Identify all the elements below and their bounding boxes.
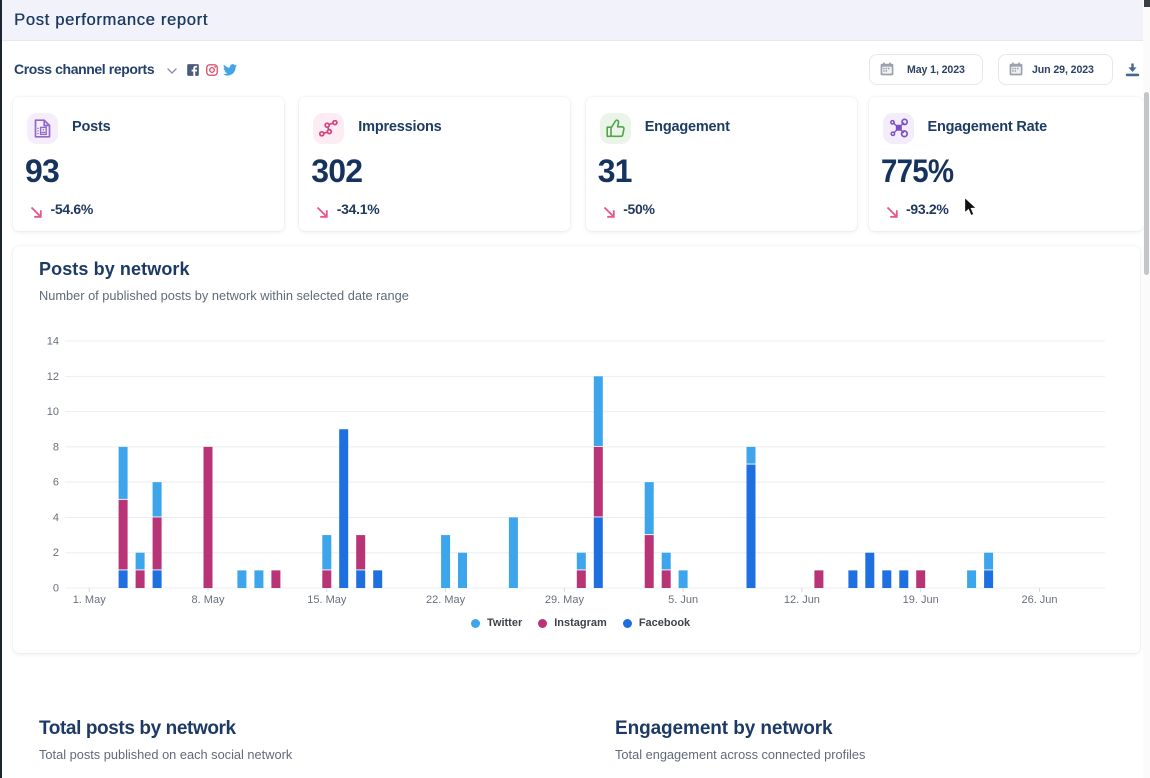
svg-text:14: 14 [47, 336, 59, 348]
svg-text:6: 6 [53, 477, 59, 489]
svg-text:4: 4 [53, 512, 59, 524]
svg-text:1. May: 1. May [73, 594, 107, 606]
svg-text:12: 12 [47, 371, 59, 383]
svg-text:15. May: 15. May [307, 594, 347, 606]
svg-text:29. May: 29. May [545, 594, 585, 606]
svg-text:8: 8 [53, 441, 59, 453]
svg-text:8. May: 8. May [191, 594, 225, 606]
svg-text:22. May: 22. May [426, 594, 466, 606]
svg-text:0: 0 [53, 583, 59, 595]
svg-text:26. Jun: 26. Jun [1021, 594, 1057, 606]
svg-text:12. Jun: 12. Jun [784, 594, 820, 606]
svg-text:19. Jun: 19. Jun [903, 594, 939, 606]
svg-text:5. Jun: 5. Jun [668, 594, 698, 606]
svg-text:2: 2 [53, 547, 59, 559]
svg-text:10: 10 [47, 406, 59, 418]
